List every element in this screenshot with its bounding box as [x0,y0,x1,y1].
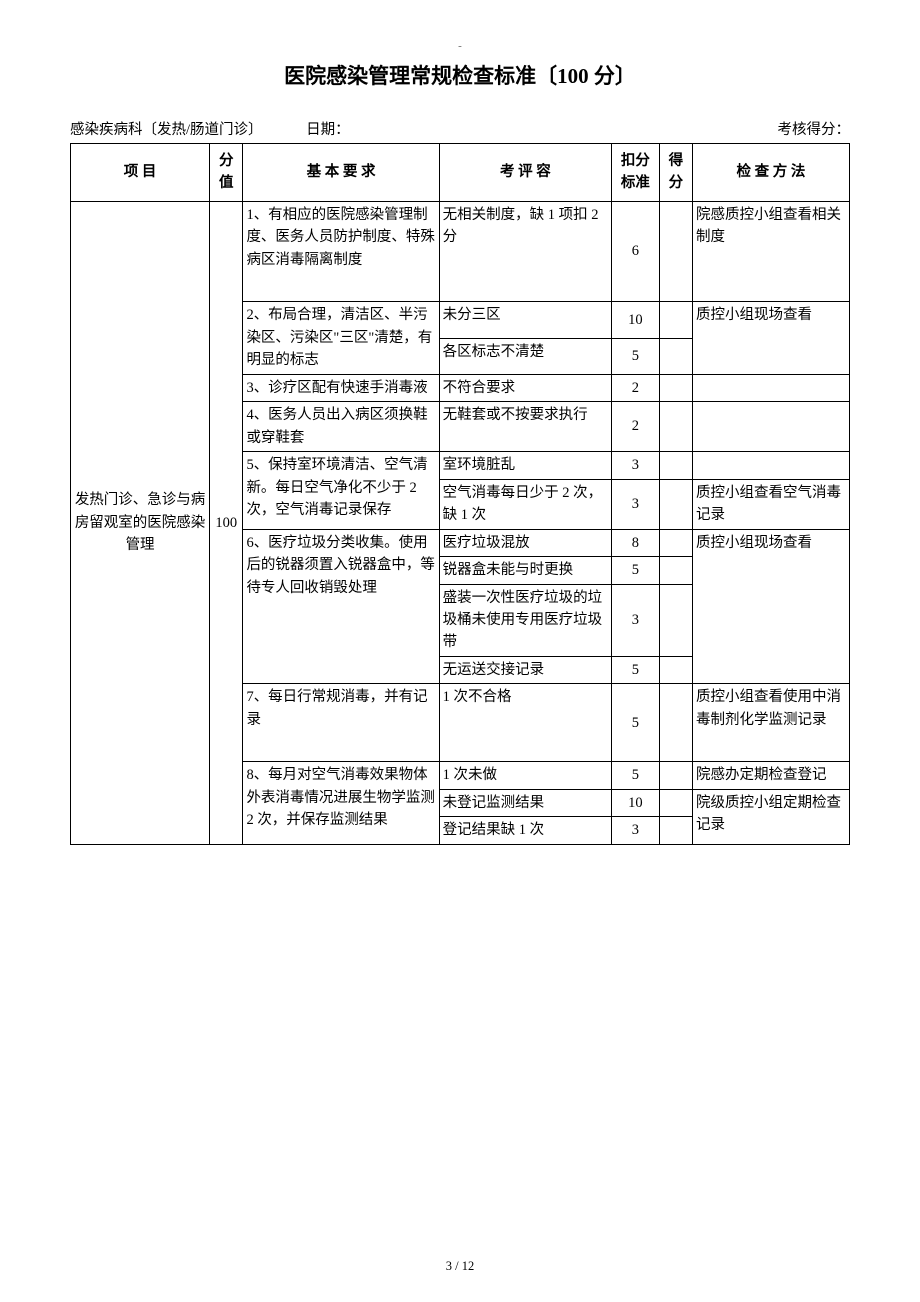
cell-method [692,374,849,401]
cell-deduct: 6 [612,201,660,301]
cell-requirement: 5、保持室环境清洁、空气清新。每日空气净化不少于 2 次，空气消毒记录保存 [243,452,439,529]
cell-method: 质控小组查看使用中消毒制剂化学监测记录 [692,684,849,762]
cell-method [692,402,849,452]
cell-got-score [659,374,692,401]
cell-project: 发热门诊、急诊与病房留观室的医院感染管理 [71,201,210,844]
cell-got-score [659,402,692,452]
cell-method: 质控小组查看空气消毒记录 [692,479,849,529]
cell-method: 院级质控小组定期检查记录 [692,789,849,844]
th-evaluation: 考 评 容 [439,144,611,202]
meta-date-label: 日期： [306,118,350,139]
cell-deduct: 5 [612,762,660,789]
table-body: 发热门诊、急诊与病房留观室的医院感染管理1001、有相应的医院感染管理制度、医务… [71,201,850,844]
cell-got-score [659,684,692,762]
cell-deduct: 3 [612,479,660,529]
cell-deduct: 10 [612,789,660,816]
page-dash: - [458,40,462,52]
cell-got-score [659,656,692,683]
cell-got-score [659,584,692,656]
th-score: 分值 [210,144,243,202]
th-got: 得分 [659,144,692,202]
table-header: 项 目 分值 基 本 要 求 考 评 容 扣分标准 得分 检 查 方 法 [71,144,850,202]
cell-deduct: 5 [612,656,660,683]
cell-got-score [659,789,692,816]
cell-evaluation: 1 次未做 [439,762,611,789]
table-row: 发热门诊、急诊与病房留观室的医院感染管理1001、有相应的医院感染管理制度、医务… [71,201,850,301]
cell-requirement: 1、有相应的医院感染管理制度、医务人员防护制度、特殊病区消毒隔离制度 [243,201,439,301]
inspection-table: 项 目 分值 基 本 要 求 考 评 容 扣分标准 得分 检 查 方 法 发热门… [70,143,850,845]
cell-evaluation: 登记结果缺 1 次 [439,817,611,844]
cell-evaluation: 不符合要求 [439,374,611,401]
cell-deduct: 3 [612,452,660,479]
cell-requirement: 7、每日行常规消毒，并有记录 [243,684,439,762]
cell-evaluation: 1 次不合格 [439,684,611,762]
cell-evaluation: 各区标志不清楚 [439,338,611,374]
th-deduct: 扣分标准 [612,144,660,202]
cell-requirement: 3、诊疗区配有快速手消毒液 [243,374,439,401]
cell-deduct: 8 [612,529,660,556]
cell-got-score [659,201,692,301]
cell-method: 质控小组现场查看 [692,302,849,374]
cell-deduct: 5 [612,684,660,762]
cell-evaluation: 无鞋套或不按要求执行 [439,402,611,452]
cell-deduct: 3 [612,817,660,844]
cell-deduct: 3 [612,584,660,656]
meta-score-label: 考核得分： [778,118,851,139]
th-project: 项 目 [71,144,210,202]
page-title: 医院感染管理常规检查标准〔100 分〕 [70,60,850,90]
cell-method [692,452,849,479]
cell-method: 院感质控小组查看相关制度 [692,201,849,301]
cell-evaluation: 盛装一次性医疗垃圾的垃圾桶未使用专用医疗垃圾带 [439,584,611,656]
cell-evaluation: 无相关制度，缺 1 项扣 2 分 [439,201,611,301]
cell-method: 质控小组现场查看 [692,529,849,684]
cell-deduct: 10 [612,302,660,338]
cell-got-score [659,452,692,479]
cell-evaluation: 室环境脏乱 [439,452,611,479]
cell-deduct: 5 [612,338,660,374]
cell-got-score [659,479,692,529]
th-method: 检 查 方 法 [692,144,849,202]
cell-deduct: 2 [612,374,660,401]
cell-requirement: 2、布局合理，清洁区、半污染区、污染区"三区"清楚，有明显的标志 [243,302,439,374]
cell-deduct: 2 [612,402,660,452]
cell-deduct: 5 [612,557,660,584]
cell-got-score [659,338,692,374]
cell-got-score [659,817,692,844]
cell-requirement: 8、每月对空气消毒效果物体外表消毒情况进展生物学监测 2 次，并保存监测结果 [243,762,439,844]
th-requirement: 基 本 要 求 [243,144,439,202]
page-footer: 3 / 12 [0,1259,920,1274]
cell-requirement: 4、医务人员出入病区须换鞋或穿鞋套 [243,402,439,452]
cell-evaluation: 锐器盒未能与时更换 [439,557,611,584]
cell-requirement: 6、医疗垃圾分类收集。使用后的锐器须置入锐器盒中，等待专人回收销毁处理 [243,529,439,684]
cell-got-score [659,762,692,789]
cell-method: 院感办定期检查登记 [692,762,849,789]
cell-evaluation: 空气消毒每日少于 2 次，缺 1 次 [439,479,611,529]
cell-got-score [659,302,692,338]
cell-evaluation: 无运送交接记录 [439,656,611,683]
cell-got-score [659,557,692,584]
cell-got-score [659,529,692,556]
cell-total-score: 100 [210,201,243,844]
cell-evaluation: 未分三区 [439,302,611,338]
meta-row: 感染疾病科〔发热/肠道门诊〕 日期： 考核得分： [70,118,850,139]
cell-evaluation: 未登记监测结果 [439,789,611,816]
meta-dept: 感染疾病科〔发热/肠道门诊〕 [70,118,263,139]
cell-evaluation: 医疗垃圾混放 [439,529,611,556]
